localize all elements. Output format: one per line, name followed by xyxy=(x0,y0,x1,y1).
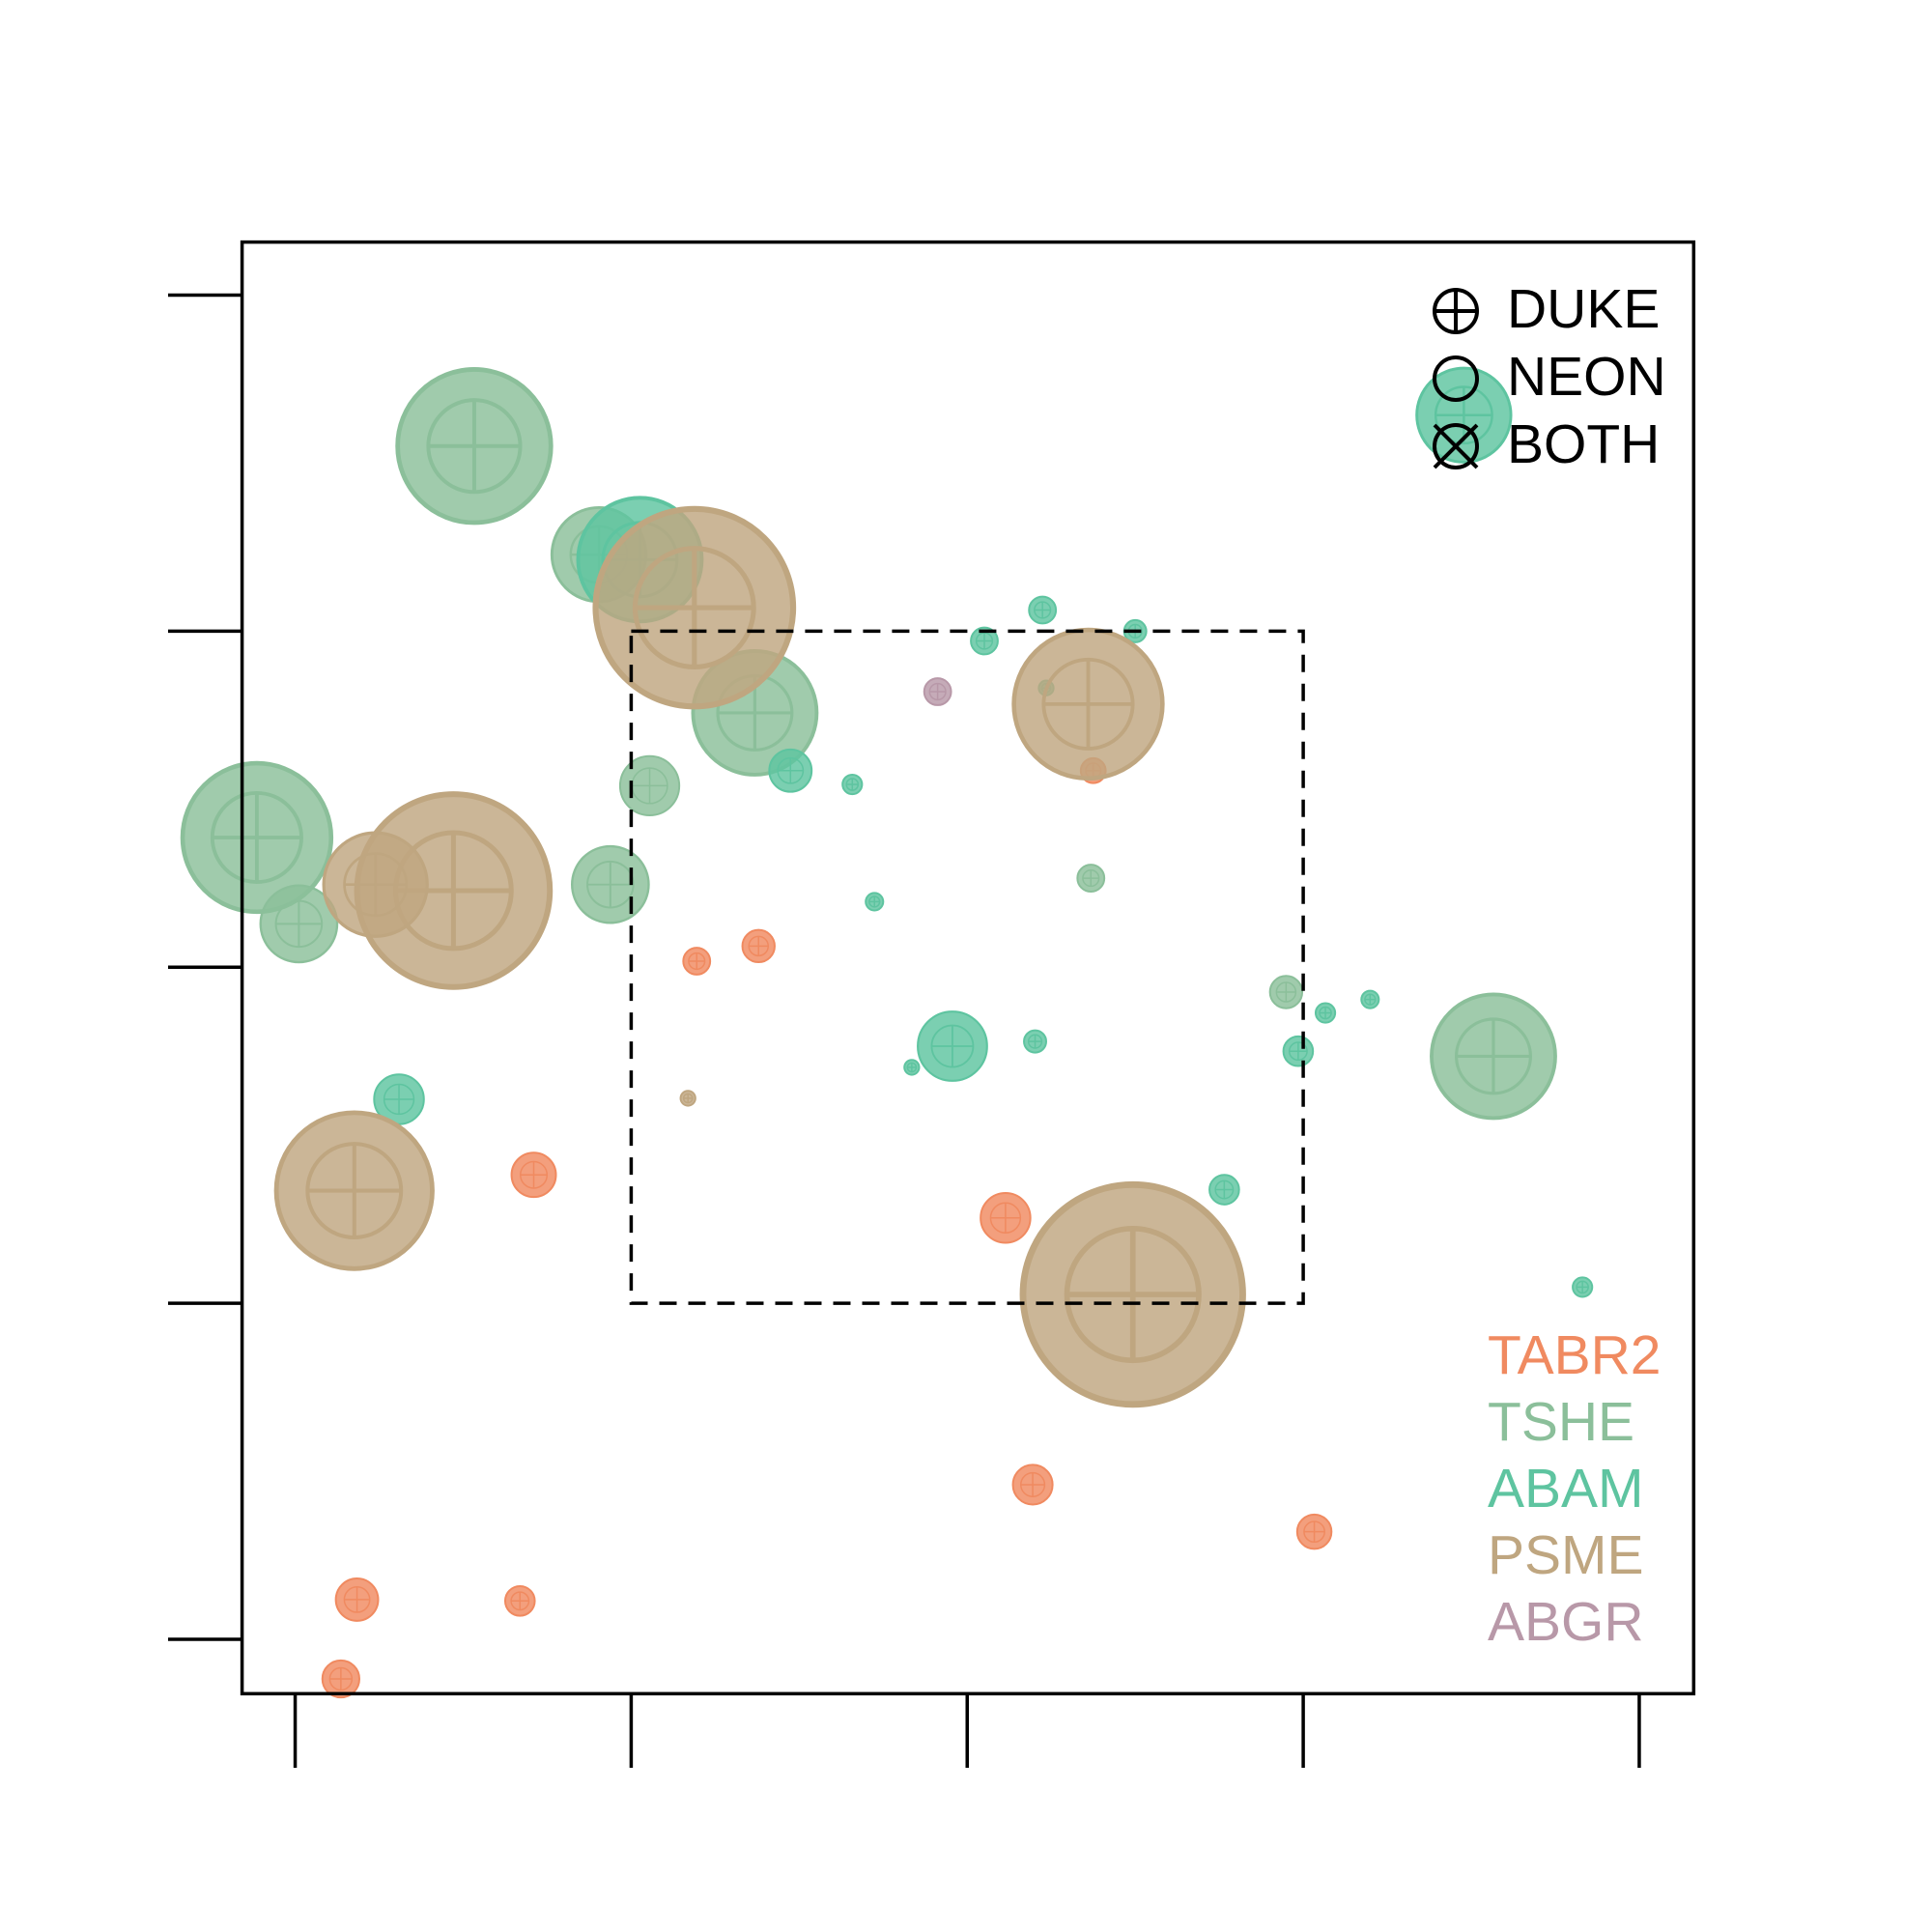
bubble-group xyxy=(1360,989,1380,1009)
legend-label: DUKE xyxy=(1507,278,1660,340)
bubble-group xyxy=(1019,1180,1246,1408)
bubble-group xyxy=(679,1090,696,1107)
bubble-group xyxy=(970,626,999,656)
plot-frame xyxy=(240,240,1696,1696)
bubble-group xyxy=(1430,992,1557,1121)
bubble-group xyxy=(682,947,712,976)
bubble-group xyxy=(1011,1463,1054,1506)
bubble-group xyxy=(768,748,813,793)
legend-symbol xyxy=(1433,355,1479,402)
highlight-box xyxy=(629,629,1305,1305)
bubble-group xyxy=(865,892,885,912)
bubble-group xyxy=(1314,1002,1337,1024)
bubble-group xyxy=(1076,864,1106,893)
bubble-group xyxy=(273,1110,435,1271)
bubble-group xyxy=(923,677,952,706)
legend-label: BOTH xyxy=(1507,413,1660,475)
legend-label: PSME xyxy=(1488,1524,1644,1586)
bubble-group xyxy=(1023,1029,1047,1054)
bubble-group xyxy=(1208,1174,1240,1206)
bubble-group xyxy=(503,1584,536,1617)
legend-symbol xyxy=(1433,423,1479,469)
bubble-group xyxy=(917,1010,988,1082)
bubble-group xyxy=(259,884,339,964)
legend-symbol xyxy=(1433,423,1479,469)
bubble-group xyxy=(1282,1035,1315,1067)
bubble-group xyxy=(618,754,681,817)
bubble-group xyxy=(395,367,554,526)
bubble-group xyxy=(741,928,776,964)
bubble-group xyxy=(592,505,797,710)
bubble-group xyxy=(980,1192,1032,1244)
bubble-group xyxy=(903,1059,921,1076)
bubble-group xyxy=(1415,366,1513,464)
bubble-group xyxy=(570,844,650,924)
bubble-group xyxy=(1295,1513,1333,1550)
legend-label: TSHE xyxy=(1488,1391,1634,1453)
bubble-group xyxy=(322,831,429,938)
bubble-group xyxy=(1011,627,1165,781)
bubble-group xyxy=(510,1151,557,1199)
bubble-group xyxy=(1268,975,1304,1009)
legend-label: ABGR xyxy=(1488,1591,1644,1653)
bubble-group xyxy=(1028,595,1058,625)
bubble-group xyxy=(334,1577,380,1622)
legend-label: TABR2 xyxy=(1488,1324,1662,1386)
bubble-group xyxy=(321,1659,360,1699)
legend-label: ABAM xyxy=(1488,1458,1644,1520)
bubble-group xyxy=(841,773,864,796)
legend-label: NEON xyxy=(1507,346,1666,408)
bubble-group xyxy=(180,760,334,915)
bubble-group xyxy=(1572,1276,1594,1298)
